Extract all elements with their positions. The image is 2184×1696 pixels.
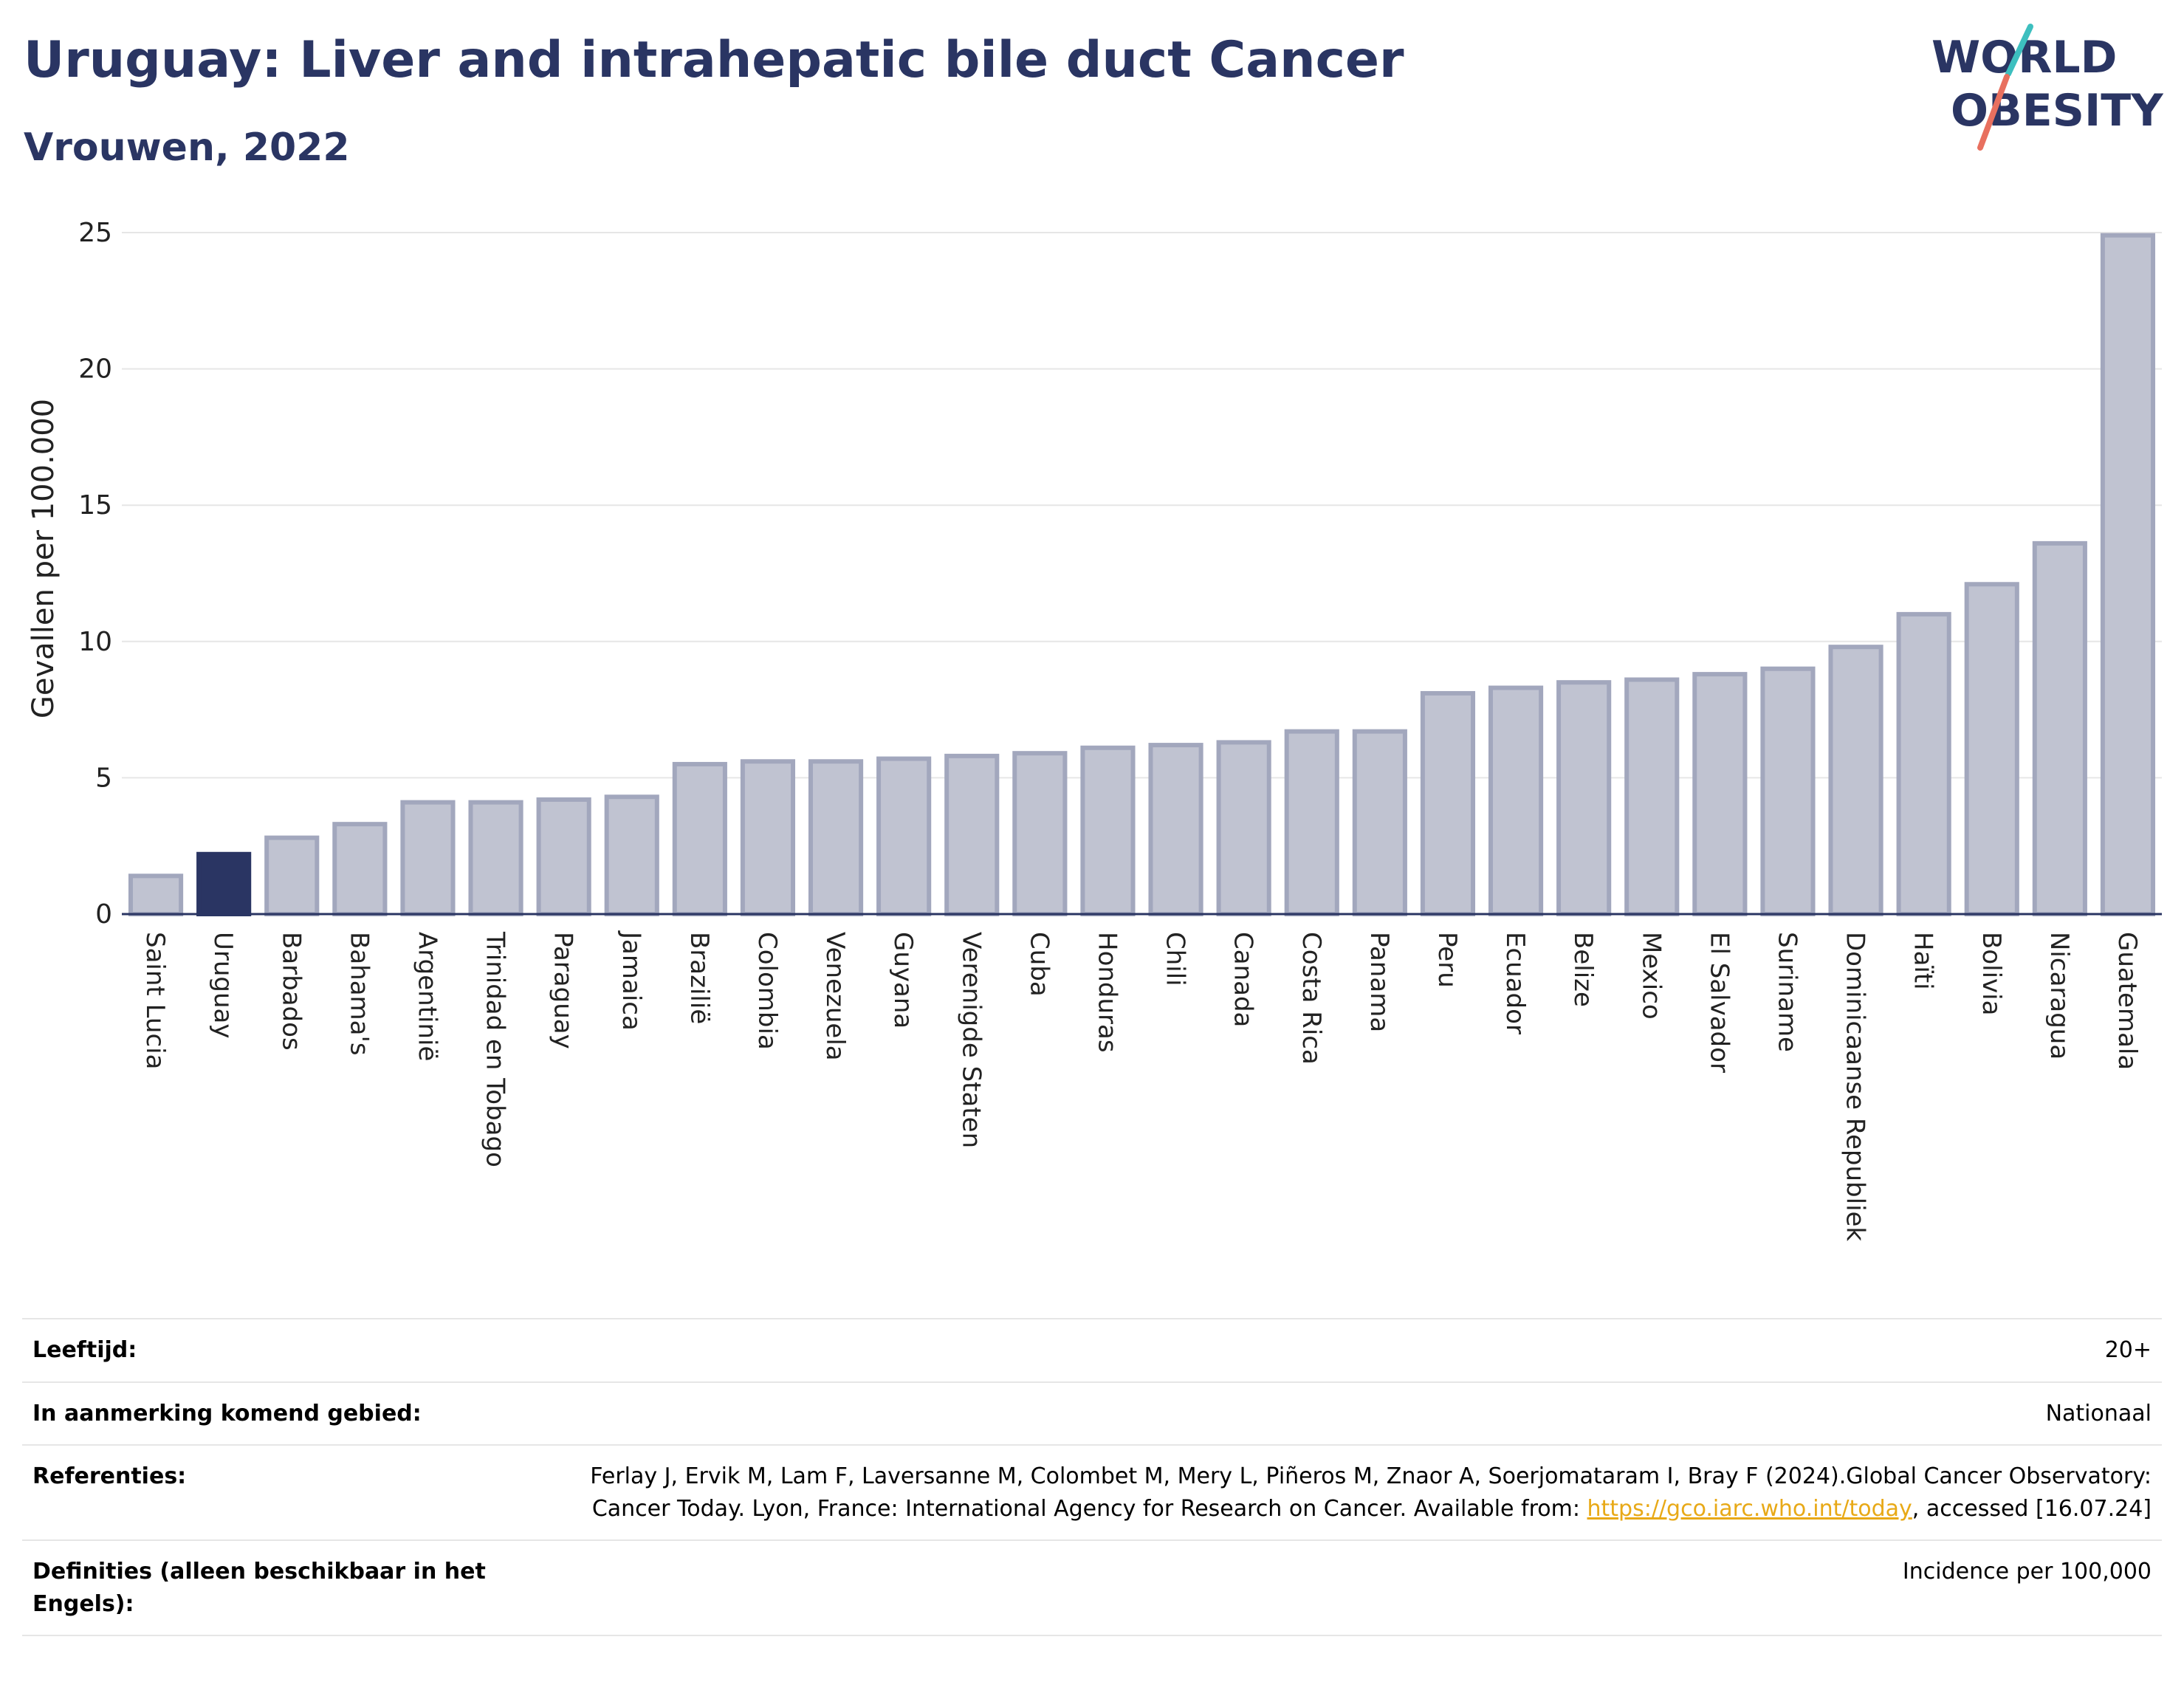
bar-8 bbox=[672, 761, 727, 916]
x-tick-label: Mexico bbox=[1636, 932, 1666, 1020]
x-tick-label: Barbados bbox=[276, 932, 306, 1051]
bar-14 bbox=[1080, 745, 1136, 917]
y-tick-label: 15 bbox=[78, 490, 112, 521]
info-row-age: Leeftijd: 20+ bbox=[22, 1319, 2162, 1382]
x-tick-label: Guatemala bbox=[2112, 932, 2142, 1070]
x-tick-labels: Saint Lucia Uruguay Barbados Bahama's Argent… bbox=[140, 930, 2142, 1241]
reference-link[interactable]: https://gco.iarc.who.int/today bbox=[1587, 1495, 1912, 1522]
bar-4 bbox=[400, 800, 456, 917]
bar-10 bbox=[808, 759, 864, 917]
bar-1 bbox=[196, 851, 252, 916]
bar-17 bbox=[1284, 729, 1339, 916]
bar-2 bbox=[264, 835, 320, 917]
bar-7 bbox=[604, 794, 659, 917]
info-row-references: Referenties: Ferlay J, Ervik M, Lam F, L… bbox=[22, 1445, 2162, 1540]
bar-6 bbox=[536, 797, 591, 917]
x-tick-label: Nicaragua bbox=[2044, 932, 2074, 1060]
y-tick-label: 20 bbox=[78, 354, 112, 385]
x-tick-label: Panama bbox=[1364, 932, 1394, 1032]
bar-3 bbox=[332, 822, 388, 916]
info-value: 20+ bbox=[2104, 1337, 2152, 1363]
bar-9 bbox=[740, 759, 796, 917]
info-label: Definities (alleen beschikbaar in het En… bbox=[32, 1559, 486, 1617]
x-tick-label: Peru bbox=[1432, 932, 1462, 988]
y-tick-label: 0 bbox=[95, 899, 112, 930]
x-tick-label: Cuba bbox=[1024, 932, 1054, 997]
y-tick-label: 5 bbox=[95, 763, 112, 793]
x-tick-label: Saint Lucia bbox=[140, 932, 170, 1069]
bar-5 bbox=[468, 800, 523, 917]
y-axis-title: Gevallen per 100.000 bbox=[27, 399, 61, 718]
reference-accessed: , accessed [16.07.24] bbox=[1912, 1495, 2152, 1522]
x-tick-label: Guyana bbox=[888, 932, 918, 1029]
x-tick-label: Canada bbox=[1229, 932, 1258, 1027]
y-tick-labels: 0 5 10 15 20 25 bbox=[78, 218, 112, 930]
x-tick-label: Bolivia bbox=[1977, 932, 2006, 1015]
world-obesity-logo: WORLD OBESITY bbox=[1931, 24, 2164, 151]
bar-28 bbox=[2032, 540, 2087, 916]
x-tick-label: Brazilië bbox=[684, 932, 714, 1024]
bar-11 bbox=[876, 756, 932, 917]
bar-15 bbox=[1148, 743, 1203, 917]
info-label: Leeftijd: bbox=[32, 1337, 137, 1363]
bar-24 bbox=[1760, 666, 1816, 916]
bar-22 bbox=[1624, 677, 1680, 916]
info-label: In aanmerking komend gebied: bbox=[32, 1400, 422, 1427]
x-tick-label: Bahama's bbox=[344, 932, 374, 1056]
x-tick-label: Uruguay bbox=[208, 932, 238, 1039]
info-row-area: In aanmerking komend gebied: Nationaal bbox=[22, 1381, 2162, 1445]
bar-27 bbox=[1964, 582, 2019, 916]
bar-12 bbox=[944, 753, 1000, 917]
x-tick-label: Chili bbox=[1161, 932, 1190, 986]
x-tick-label: Paraguay bbox=[549, 932, 578, 1049]
bar-20 bbox=[1488, 685, 1544, 917]
logo-slash-coral bbox=[1977, 74, 2010, 151]
info-value: Incidence per 100,000 bbox=[1902, 1559, 2152, 1585]
bar-25 bbox=[1828, 645, 1883, 917]
bar-23 bbox=[1692, 672, 1748, 916]
info-value: Nationaal bbox=[2045, 1400, 2152, 1427]
bar-0 bbox=[128, 873, 184, 917]
bar-21 bbox=[1556, 680, 1612, 916]
x-tick-label: Argentinië bbox=[412, 932, 442, 1061]
bar-chart: 0 5 10 15 20 25 Saint Lucia Uruguay Barbados Bah… bbox=[27, 218, 2162, 1241]
bars bbox=[128, 233, 2156, 917]
bar-26 bbox=[1896, 611, 1951, 916]
x-tick-label: Honduras bbox=[1092, 932, 1122, 1053]
x-tick-label: Colombia bbox=[752, 932, 782, 1050]
x-tick-label: Suriname bbox=[1772, 932, 1802, 1052]
x-tick-label: Dominicaanse Republiek bbox=[1841, 932, 1870, 1241]
x-tick-label: Ecuador bbox=[1500, 932, 1530, 1034]
page-title: Uruguay: Liver and intrahepatic bile duc… bbox=[24, 31, 1404, 89]
bar-18 bbox=[1352, 729, 1407, 916]
x-tick-label: Verenigde Staten bbox=[956, 932, 986, 1148]
x-tick-label: El Salvador bbox=[1704, 932, 1734, 1073]
bar-16 bbox=[1216, 740, 1271, 916]
bar-13 bbox=[1012, 751, 1068, 916]
x-tick-label: Haïti bbox=[1909, 932, 1938, 990]
y-tick-label: 10 bbox=[78, 627, 112, 657]
logo-slash-teal bbox=[2005, 24, 2033, 77]
info-value: Ferlay J, Ervik M, Lam F, Laversanne M, … bbox=[515, 1445, 2162, 1540]
bar-29 bbox=[2100, 233, 2156, 916]
page-subtitle: Vrouwen, 2022 bbox=[24, 126, 350, 170]
info-label: Referenties: bbox=[32, 1463, 187, 1489]
info-row-definitions: Definities (alleen beschikbaar in het En… bbox=[22, 1540, 2162, 1635]
y-tick-label: 25 bbox=[78, 218, 112, 248]
x-tick-label: Venezuela bbox=[820, 932, 850, 1061]
info-table: Leeftijd: 20+ In aanmerking komend gebie… bbox=[22, 1318, 2162, 1636]
reference-text: Ferlay J, Ervik M, Lam F, Laversanne M, … bbox=[590, 1463, 2152, 1522]
x-tick-label: Trinidad en Tobago bbox=[481, 931, 510, 1167]
x-tick-label: Jamaica bbox=[617, 930, 646, 1031]
bar-19 bbox=[1420, 690, 1476, 916]
x-tick-label: Belize bbox=[1568, 932, 1598, 1007]
x-tick-label: Costa Rica bbox=[1297, 932, 1326, 1065]
